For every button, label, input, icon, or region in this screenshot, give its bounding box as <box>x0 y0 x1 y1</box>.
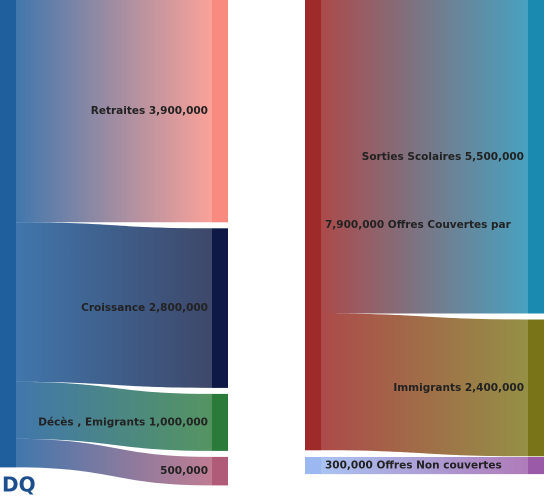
source-node <box>0 0 16 468</box>
flow-label: 500,000 <box>160 465 208 477</box>
flow <box>16 438 212 486</box>
flow-label: Retraites 3,900,000 <box>91 105 208 117</box>
flow <box>16 222 212 388</box>
target-node <box>212 0 228 223</box>
flow-label: Sorties Scolaires 5,500,000 <box>362 151 524 163</box>
target-node <box>528 457 544 475</box>
flow <box>16 381 212 451</box>
target-node <box>528 319 544 457</box>
flow <box>16 0 212 223</box>
target-node <box>212 228 228 388</box>
flow <box>321 457 528 475</box>
source-node <box>305 0 321 451</box>
target-node <box>528 0 544 314</box>
source-label: 7,900,000 Offres Couvertes par <box>325 219 512 231</box>
flow <box>321 313 528 457</box>
target-node <box>212 456 228 486</box>
logo: DQ <box>2 473 36 497</box>
target-node <box>212 393 228 451</box>
flow-label: Immigrants 2,400,000 <box>393 382 524 394</box>
source-label: 300,000 Offres Non couvertes <box>325 460 502 472</box>
flow-label: Décès , Emigrants 1,000,000 <box>38 416 208 428</box>
source-node <box>305 457 321 475</box>
flow-label: Croissance 2,800,000 <box>81 302 208 314</box>
flow <box>321 0 528 314</box>
